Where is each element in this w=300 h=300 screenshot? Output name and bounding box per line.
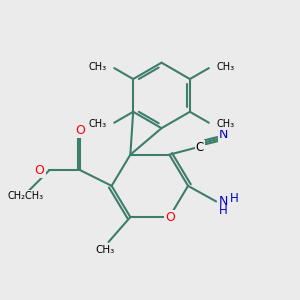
Text: CH₃: CH₃ [217, 61, 235, 72]
Text: CH₂CH₃: CH₂CH₃ [7, 191, 43, 201]
Text: O: O [165, 212, 175, 224]
Text: CH₃: CH₃ [88, 61, 106, 72]
Text: H: H [230, 193, 239, 206]
Text: N: N [218, 195, 228, 208]
Text: N: N [219, 128, 228, 141]
Text: O: O [35, 164, 45, 177]
Text: O: O [76, 124, 85, 137]
Text: C: C [196, 141, 204, 154]
Text: CH₃: CH₃ [96, 245, 115, 255]
Text: H: H [219, 204, 227, 217]
Text: CH₃: CH₃ [88, 119, 106, 129]
Text: CH₃: CH₃ [217, 119, 235, 129]
